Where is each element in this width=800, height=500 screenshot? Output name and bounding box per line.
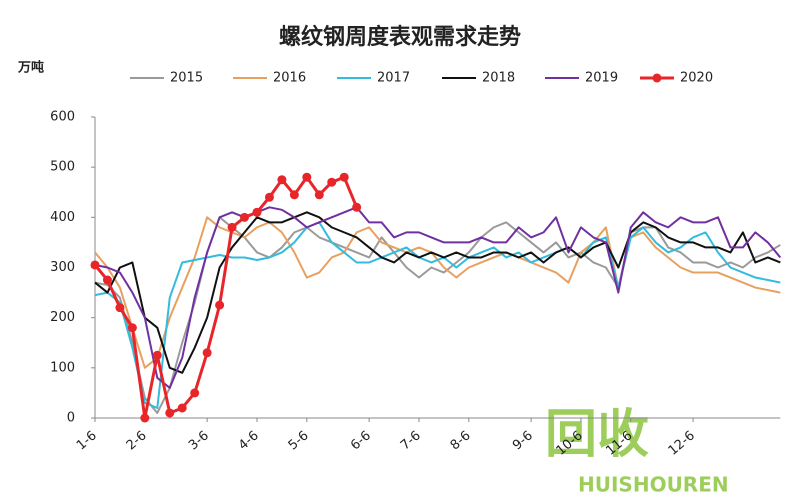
- y-tick-label: 500: [50, 160, 75, 175]
- y-tick-label: 200: [50, 310, 75, 325]
- x-tick-label: 2-6: [124, 428, 150, 453]
- series-marker: [327, 177, 337, 187]
- series-marker: [314, 190, 324, 200]
- series-marker: [177, 403, 187, 413]
- x-tick-label: 6-6: [348, 428, 374, 453]
- x-tick-label: 9-6: [510, 428, 536, 453]
- series-marker: [240, 212, 250, 222]
- y-tick-label: 400: [50, 210, 75, 225]
- series-marker: [215, 300, 225, 310]
- series-marker: [152, 350, 162, 360]
- series-marker: [339, 172, 349, 182]
- x-tick-label: 3-6: [186, 428, 212, 453]
- legend-label: 2015: [170, 71, 203, 86]
- series-marker: [127, 323, 137, 333]
- x-tick-label: 1-6: [74, 428, 100, 453]
- y-tick-label: 600: [50, 110, 75, 125]
- y-tick-label: 0: [67, 411, 75, 426]
- x-tick-label: 7-6: [398, 428, 424, 453]
- series-marker: [165, 408, 175, 418]
- y-tick-label: 300: [50, 260, 75, 275]
- series-line: [94, 206, 782, 389]
- series-marker: [90, 260, 100, 270]
- x-tick-label: 8-6: [448, 428, 474, 453]
- series-marker: [302, 172, 312, 182]
- series-marker: [289, 190, 299, 200]
- series-marker: [190, 388, 200, 398]
- watermark-sub: HUISHOUREN: [578, 473, 729, 497]
- series-marker: [277, 175, 287, 185]
- series-marker: [227, 222, 237, 232]
- chart-title: 螺纹钢周度表观需求走势: [279, 24, 521, 50]
- legend-label: 2020: [680, 71, 713, 86]
- x-tick-label: 12-6: [666, 428, 698, 458]
- series-marker: [252, 207, 262, 217]
- y-axis-label: 万吨: [17, 60, 44, 76]
- x-tick-label: 5-6: [286, 428, 312, 453]
- series-marker: [352, 202, 362, 212]
- series-line: [93, 175, 359, 420]
- series-marker: [202, 348, 212, 358]
- legend-label: 2018: [482, 71, 515, 86]
- x-tick-label: 4-6: [236, 428, 262, 453]
- y-tick-label: 100: [50, 360, 75, 375]
- series-marker: [102, 275, 112, 285]
- legend-label: 2019: [585, 71, 618, 86]
- legend-label: 2017: [377, 71, 410, 86]
- series-line: [94, 221, 781, 409]
- series-marker: [115, 303, 125, 313]
- watermark: 回收: [545, 405, 649, 465]
- series-marker: [264, 192, 274, 202]
- legend-label: 2016: [273, 71, 306, 86]
- series-marker: [140, 413, 150, 423]
- legend-marker: [652, 73, 662, 83]
- series-line: [94, 211, 781, 374]
